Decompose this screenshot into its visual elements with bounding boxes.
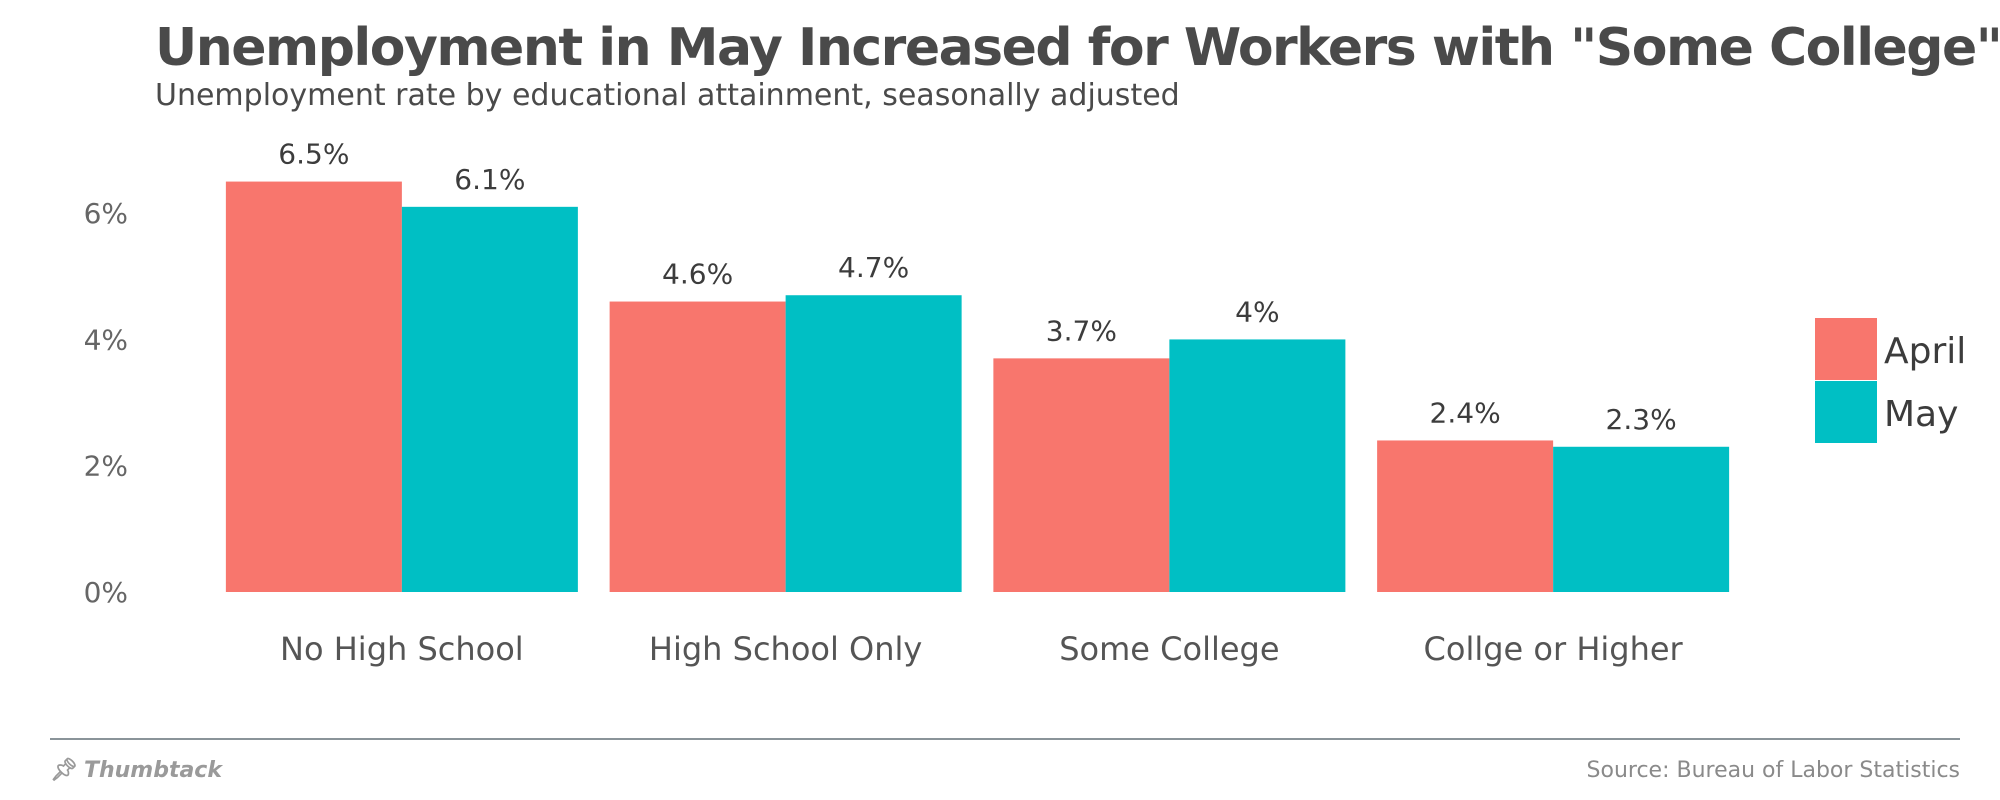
data-label: 3.7% — [1046, 314, 1117, 347]
x-tick-label: No High School — [280, 630, 524, 668]
y-tick-label: 4% — [84, 323, 128, 356]
bar-may-3 — [1169, 339, 1346, 592]
legend-swatch-april — [1815, 318, 1877, 380]
x-tick-label: Some College — [1059, 630, 1279, 668]
brand-name: Thumbtack — [83, 758, 222, 783]
legend-label-april: April — [1884, 331, 1966, 372]
data-label: 4.7% — [838, 251, 909, 284]
data-label: 2.4% — [1430, 396, 1501, 429]
footer-divider — [50, 738, 1960, 740]
bar-april-2 — [609, 301, 786, 592]
bar-april-4 — [1377, 440, 1554, 592]
y-axis: 0% 2% 4% 6% — [84, 197, 128, 609]
x-tick-label: Collge or Higher — [1424, 630, 1684, 668]
chart-title: Unemployment in May Increased for Worker… — [155, 18, 2000, 78]
bar-may-4 — [1553, 446, 1730, 592]
bars — [225, 181, 1730, 593]
bar-chart: 0%2%4%6% 6.5%6.1%4.6% 4.7%3.7%4%2.4% 2.3% … — [84, 138, 1967, 668]
legend-label-may: May — [1884, 394, 1958, 435]
brand-logo: 📌︎ Thumbtack — [50, 758, 222, 783]
pushpin-icon: 📌︎ — [50, 758, 78, 783]
data-labels: 6.5% 6.1% 4.6% 4.7% 3.7% 4% 2.4% 2.3% — [278, 138, 1676, 436]
bar-april-3 — [993, 358, 1170, 592]
chart-subtitle: Unemployment rate by educational attainm… — [155, 78, 1180, 113]
y-tick-label: 0% — [84, 576, 128, 609]
bar-april-1 — [225, 181, 402, 593]
data-label: 6.1% — [454, 163, 525, 196]
data-label: 4.6% — [662, 258, 733, 291]
y-tick-label: 6% — [84, 197, 128, 230]
legend: April May — [1815, 318, 1966, 443]
data-label: 4% — [1235, 295, 1279, 328]
source-note: Source: Bureau of Labor Statistics — [1586, 758, 1960, 783]
data-label: 6.5% — [278, 138, 349, 171]
y-tick-label: 2% — [84, 450, 128, 483]
bar-may-1 — [401, 206, 578, 593]
x-axis: No High School High School Only Some Colle… — [280, 630, 1684, 668]
data-label: 2.3% — [1606, 403, 1677, 436]
x-tick-label: High School Only — [649, 630, 922, 668]
legend-swatch-may — [1815, 381, 1877, 443]
bar-may-2 — [785, 295, 962, 592]
